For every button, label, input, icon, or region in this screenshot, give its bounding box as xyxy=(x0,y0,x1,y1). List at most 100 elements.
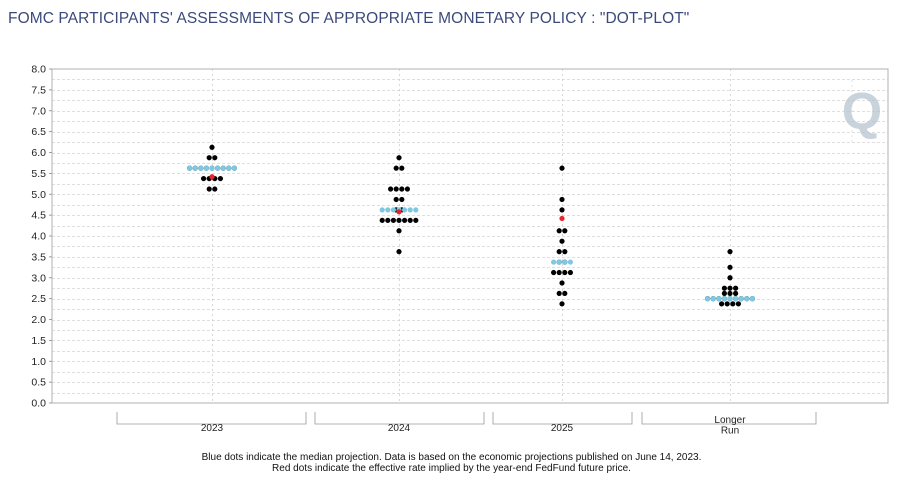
participant-dot xyxy=(559,196,565,203)
participant-dot xyxy=(559,301,565,307)
median-dot xyxy=(385,207,391,213)
participant-dot xyxy=(393,165,399,171)
participant-dot xyxy=(735,301,742,307)
median-dot xyxy=(551,259,557,265)
y-tick-label: 0.0 xyxy=(31,398,46,410)
median-dot xyxy=(192,165,198,171)
participant-dot xyxy=(396,155,402,161)
y-tick-label: 5.5 xyxy=(31,168,46,180)
median-dot xyxy=(562,259,568,265)
median-dot xyxy=(721,296,728,302)
participant-dot xyxy=(551,269,557,276)
participant-dot xyxy=(379,217,385,223)
participant-dot xyxy=(721,290,728,297)
y-tick-label: 3.0 xyxy=(31,272,46,284)
participant-dot xyxy=(727,285,733,291)
participant-dot xyxy=(385,217,391,223)
participant-dot xyxy=(556,290,562,297)
median-dot xyxy=(390,207,396,213)
y-axis: 0.0 0.5 1.0 1.5 2.0 2.5 3.0 3.5 4.0 4.5 5.0 5.5 6.0 6… xyxy=(31,64,52,410)
participant-dot xyxy=(567,269,574,276)
futures-dot xyxy=(559,215,565,222)
y-tick-label: 8.0 xyxy=(31,64,46,76)
footnote-futures: Red dots indicate the effective rate imp… xyxy=(272,463,631,474)
y-tick-label: 0.5 xyxy=(31,377,46,389)
participant-dot xyxy=(724,301,730,307)
participant-dot xyxy=(733,290,739,297)
x-category-bracket xyxy=(641,412,817,425)
participant-dot xyxy=(393,186,399,192)
y-tick-label: 3.5 xyxy=(31,251,46,263)
participant-dot xyxy=(719,301,725,307)
y-tick-label: 4.0 xyxy=(31,231,46,243)
participant-dot xyxy=(402,217,408,223)
participant-dot xyxy=(559,207,565,213)
participant-dot xyxy=(562,228,568,234)
participant-dot xyxy=(727,290,733,297)
participant-dot xyxy=(556,249,562,255)
x-category-bracket xyxy=(492,412,633,425)
participant-dot xyxy=(399,165,405,171)
participant-dot xyxy=(733,285,739,291)
x-category-bracket xyxy=(314,412,485,425)
median-dot xyxy=(413,207,419,213)
participant-dot xyxy=(399,196,405,203)
participant-dot xyxy=(404,186,410,192)
y-tick-label: 7.0 xyxy=(31,105,46,117)
participant-dot xyxy=(407,217,413,223)
watermark-letter: Q xyxy=(842,83,882,141)
median-dot xyxy=(209,165,215,171)
footnote-median: Blue dots indicate the median projection… xyxy=(201,452,702,463)
participant-dot xyxy=(390,217,396,223)
participant-dot xyxy=(201,175,207,182)
participant-dot xyxy=(399,186,405,192)
participant-dot xyxy=(396,217,402,223)
median-dot xyxy=(379,207,385,213)
median-dot xyxy=(733,296,739,302)
y-tick-label: 2.5 xyxy=(31,293,46,305)
y-tick-label: 7.5 xyxy=(31,84,46,96)
participant-dot xyxy=(562,249,568,255)
y-tick-label: 6.5 xyxy=(31,126,46,138)
x-tick-label: 2025 xyxy=(551,423,574,434)
participant-dot xyxy=(556,269,562,276)
participant-dot xyxy=(393,196,399,203)
median-dot xyxy=(220,165,226,171)
participant-dot xyxy=(727,275,733,281)
median-dot xyxy=(187,165,193,171)
median-dot xyxy=(556,259,562,265)
participant-dot xyxy=(559,165,565,171)
participant-dot xyxy=(562,269,568,276)
participant-dot xyxy=(206,155,212,161)
x-tick-label: 2023 xyxy=(201,423,224,434)
participant-dot xyxy=(413,217,419,223)
median-dot xyxy=(744,296,750,302)
participant-dot xyxy=(727,264,733,270)
median-dot xyxy=(203,165,209,171)
participant-dot xyxy=(559,280,565,286)
median-dot xyxy=(710,296,716,302)
y-tick-label: 5.0 xyxy=(31,189,46,201)
y-tick-label: 1.5 xyxy=(31,335,46,347)
gridlines xyxy=(51,68,889,404)
participant-dot xyxy=(206,186,212,192)
x-tick-label: Run xyxy=(721,426,739,437)
participant-dot xyxy=(730,301,736,307)
median-dot xyxy=(198,165,204,171)
median-dot xyxy=(215,165,221,171)
median-dot xyxy=(567,259,574,265)
participant-dot xyxy=(727,249,733,255)
participant-dot xyxy=(562,290,568,297)
median-dot xyxy=(407,207,413,213)
participant-dot xyxy=(217,175,223,182)
median-dot xyxy=(716,296,722,302)
participant-dot xyxy=(212,155,218,161)
futures-dot xyxy=(396,209,402,215)
y-tick-label: 6.0 xyxy=(31,147,46,159)
chart-title: FOMC PARTICIPANTS' ASSESSMENTS OF APPROP… xyxy=(8,10,690,27)
participant-dot xyxy=(212,186,218,192)
x-tick-label: 2024 xyxy=(388,423,411,434)
participant-dot xyxy=(721,285,728,291)
y-tick-label: 4.5 xyxy=(31,210,46,222)
